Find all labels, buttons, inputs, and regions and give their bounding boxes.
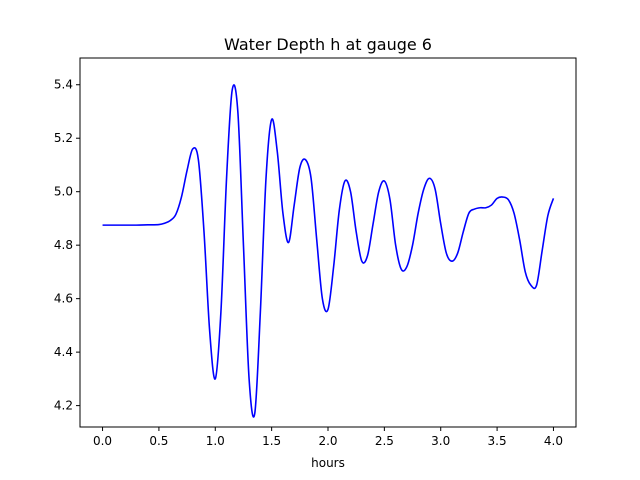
y-tick-label: 5.2 — [54, 131, 73, 145]
x-tick-label: 4.0 — [544, 434, 563, 448]
x-tick-label: 3.0 — [431, 434, 450, 448]
chart-title: Water Depth h at gauge 6 — [224, 35, 432, 54]
y-tick-label: 5.0 — [54, 185, 73, 199]
y-tick-label: 4.4 — [54, 345, 73, 359]
x-tick-label: 2.0 — [318, 434, 337, 448]
plot-area — [102, 84, 555, 418]
x-axis: 0.0 0.5 1.0 1.5 2.0 2.5 3.0 3.5 4.0 — [93, 427, 563, 448]
x-tick-label: 3.5 — [488, 434, 507, 448]
series-line-0 — [102, 84, 555, 418]
x-tick-label: 1.5 — [262, 434, 281, 448]
x-tick-label: 0.0 — [93, 434, 112, 448]
x-tick-label: 0.5 — [149, 434, 168, 448]
x-tick-label: 1.0 — [206, 434, 225, 448]
y-tick-label: 5.4 — [54, 78, 73, 92]
y-tick-label: 4.8 — [54, 238, 73, 252]
y-axis: 4.2 4.4 4.6 4.8 5.0 5.2 5.4 — [54, 78, 80, 413]
x-axis-label: hours — [311, 456, 345, 470]
plot-frame — [79, 57, 577, 428]
y-tick-label: 4.2 — [54, 399, 73, 413]
x-tick-label: 2.5 — [375, 434, 394, 448]
y-tick-label: 4.6 — [54, 292, 73, 306]
